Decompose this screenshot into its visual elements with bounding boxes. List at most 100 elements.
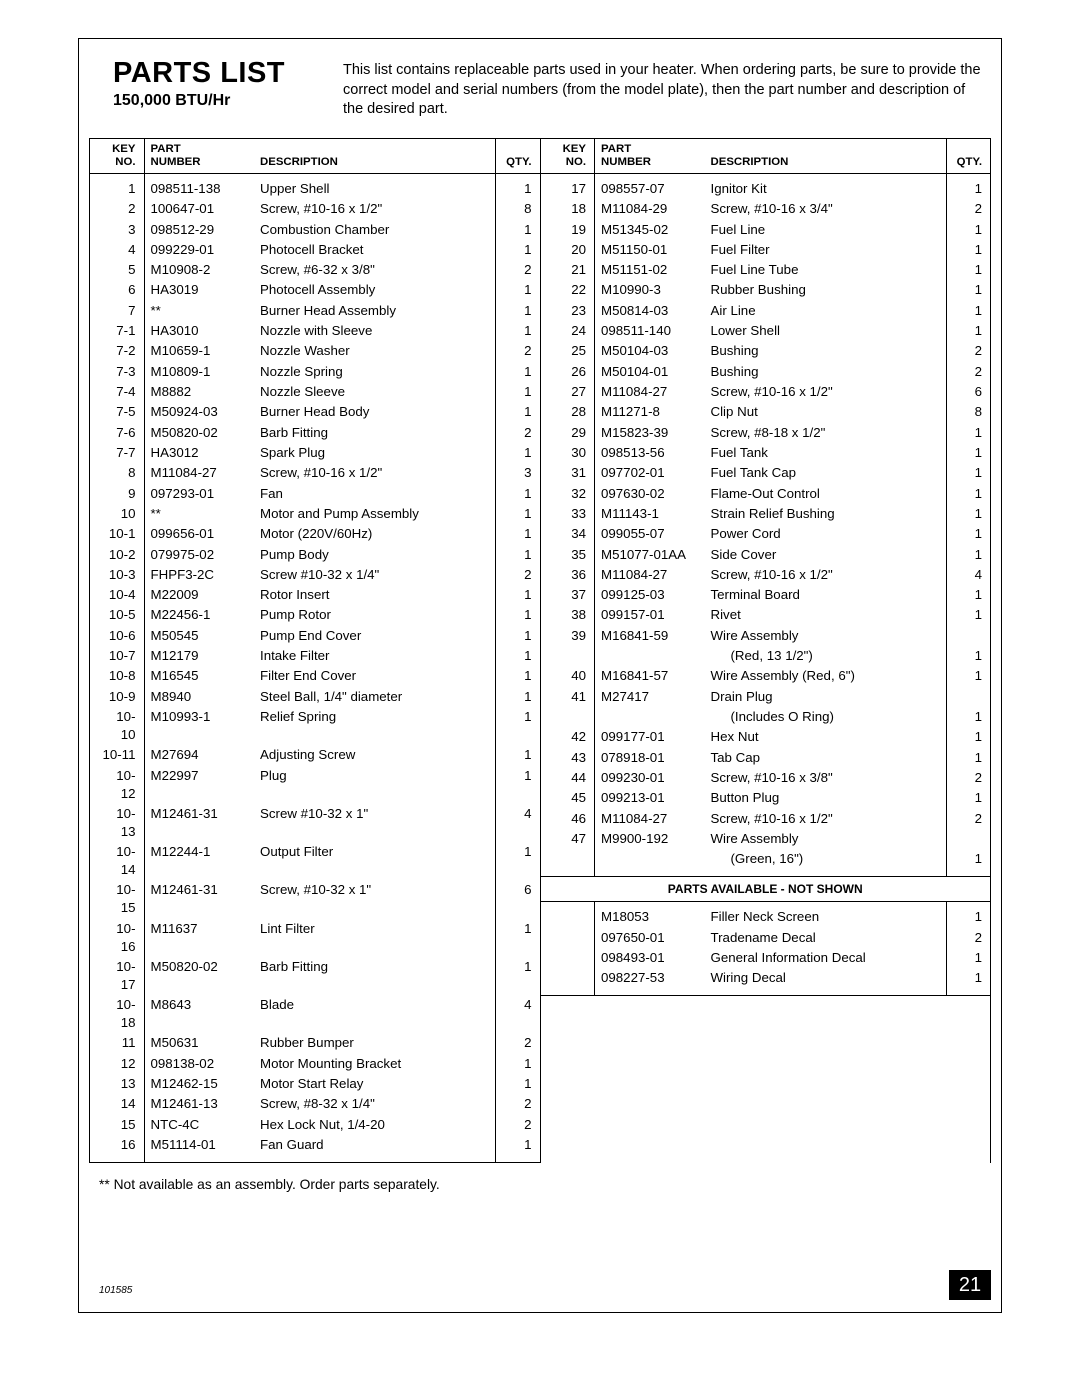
cell-qty: 8	[946, 402, 990, 422]
cell-part-number	[595, 849, 705, 877]
cell-description: Power Cord	[705, 524, 947, 544]
left-column: KEYNO. PARTNUMBER DESCRIPTION QTY. 10985…	[89, 138, 541, 1163]
cell-key: 23	[541, 301, 595, 321]
cell-key: 10-17	[90, 957, 144, 995]
cell-qty: 1	[496, 765, 540, 803]
cell-part-number: 097650-01	[595, 927, 705, 947]
cell-description: Motor Mounting Bracket	[254, 1053, 496, 1073]
cell-qty: 1	[496, 745, 540, 765]
table-row: 10-5M22456-1Pump Rotor1	[90, 605, 540, 625]
cell-qty: 3	[496, 463, 540, 483]
table-row: 10-6M50545Pump End Cover1	[90, 626, 540, 646]
table-row: 9097293-01Fan1	[90, 483, 540, 503]
cell-part-number: NTC-4C	[144, 1114, 254, 1134]
table-row: 43078918-01Tab Cap1	[541, 747, 991, 767]
table-row: 7-3M10809-1Nozzle Spring1	[90, 362, 540, 382]
cell-key: 7-2	[90, 341, 144, 361]
cell-part-number: 097702-01	[595, 463, 705, 483]
tables-row: KEYNO. PARTNUMBER DESCRIPTION QTY. 10985…	[79, 130, 1001, 1163]
page-title: PARTS LIST	[113, 59, 333, 88]
cell-key: 10-3	[90, 565, 144, 585]
cell-part-number: 078918-01	[595, 747, 705, 767]
cell-description: Button Plug	[705, 788, 947, 808]
cell-part-number: M12179	[144, 646, 254, 666]
cell-description: Hex Nut	[705, 727, 947, 747]
cell-qty: 2	[496, 565, 540, 585]
cell-qty: 1	[496, 240, 540, 260]
cell-description: Fuel Filter	[705, 240, 947, 260]
cell-qty: 2	[496, 260, 540, 280]
cell-key: 24	[541, 321, 595, 341]
cell-description: Tradename Decal	[705, 927, 947, 947]
table-row: 2100647-01Screw, #10-16 x 1/2"8	[90, 199, 540, 219]
cell-qty: 1	[496, 362, 540, 382]
table-row: (Green, 16")1	[541, 849, 991, 877]
table-row: 22M10990-3Rubber Bushing1	[541, 280, 991, 300]
cell-key: 38	[541, 605, 595, 625]
table-row: 10-15M12461-31Screw, #10-32 x 1"6	[90, 880, 540, 918]
cell-qty: 2	[946, 341, 990, 361]
cell-description: Relief Spring	[254, 707, 496, 745]
cell-key: 14	[90, 1094, 144, 1114]
header-desc: DESCRIPTION	[254, 138, 496, 173]
table-row: 8M11084-27Screw, #10-16 x 1/2"3	[90, 463, 540, 483]
cell-description: Pump Body	[254, 544, 496, 564]
cell-part-number: M11084-27	[595, 808, 705, 828]
table-row: 46M11084-27Screw, #10-16 x 1/2"2	[541, 808, 991, 828]
cell-part-number: M8643	[144, 995, 254, 1033]
table-row: 10-16M11637Lint Filter1	[90, 918, 540, 956]
cell-key: 10-2	[90, 544, 144, 564]
cell-part-number: 099213-01	[595, 788, 705, 808]
cell-key: 10-6	[90, 626, 144, 646]
cell-key: 10-5	[90, 605, 144, 625]
table-row: 39M16841-59Wire Assembly	[541, 626, 991, 646]
footnote: ** Not available as an assembly. Order p…	[79, 1163, 1001, 1192]
cell-key: 8	[90, 463, 144, 483]
cell-qty	[946, 829, 990, 849]
cell-key: 10-7	[90, 646, 144, 666]
cell-key: 42	[541, 727, 595, 747]
table-row: 5M10908-2Screw, #6-32 x 3/8"2	[90, 260, 540, 280]
cell-part-number: M11084-27	[595, 382, 705, 402]
header-desc: DESCRIPTION	[705, 138, 947, 173]
cell-description: Air Line	[705, 301, 947, 321]
cell-part-number	[595, 646, 705, 666]
cell-key: 10-9	[90, 687, 144, 707]
cell-description: Pump Rotor	[254, 605, 496, 625]
cell-qty: 1	[496, 1053, 540, 1073]
table-row: 10-14M12244-1Output Filter1	[90, 842, 540, 880]
cell-part-number: HA3019	[144, 280, 254, 300]
cell-key: 22	[541, 280, 595, 300]
cell-description: Lint Filter	[254, 918, 496, 956]
table-row: 44099230-01Screw, #10-16 x 3/8"2	[541, 768, 991, 788]
cell-key: 30	[541, 443, 595, 463]
cell-qty: 1	[946, 443, 990, 463]
cell-description: Screw, #10-32 x 1"	[254, 880, 496, 918]
not-shown-header: PARTS AVAILABLE - NOT SHOWN	[541, 877, 991, 902]
cell-key: 26	[541, 362, 595, 382]
cell-key: 7-1	[90, 321, 144, 341]
cell-key	[541, 902, 595, 928]
cell-description: Combustion Chamber	[254, 219, 496, 239]
cell-key: 12	[90, 1053, 144, 1073]
cell-description: Rubber Bushing	[705, 280, 947, 300]
cell-key: 28	[541, 402, 595, 422]
table-row: 10-1099656-01Motor (220V/60Hz)1	[90, 524, 540, 544]
cell-qty: 1	[946, 605, 990, 625]
cell-description: Upper Shell	[254, 173, 496, 199]
right-column: KEYNO. PARTNUMBER DESCRIPTION QTY. 17098…	[541, 138, 992, 1163]
cell-key: 13	[90, 1074, 144, 1094]
table-row: 7-2M10659-1Nozzle Washer2	[90, 341, 540, 361]
table-row: 38099157-01Rivet1	[541, 605, 991, 625]
cell-qty: 1	[946, 948, 990, 968]
cell-qty: 1	[496, 687, 540, 707]
intro-text: This list contains replaceable parts use…	[343, 59, 983, 120]
cell-qty: 1	[946, 849, 990, 877]
cell-qty: 1	[496, 219, 540, 239]
cell-description: Screw, #10-16 x 1/2"	[705, 808, 947, 828]
cell-key: 19	[541, 219, 595, 239]
cell-description: Filter End Cover	[254, 666, 496, 686]
cell-description: Screw #10-32 x 1"	[254, 804, 496, 842]
cell-part-number: M51151-02	[595, 260, 705, 280]
cell-qty: 1	[946, 788, 990, 808]
